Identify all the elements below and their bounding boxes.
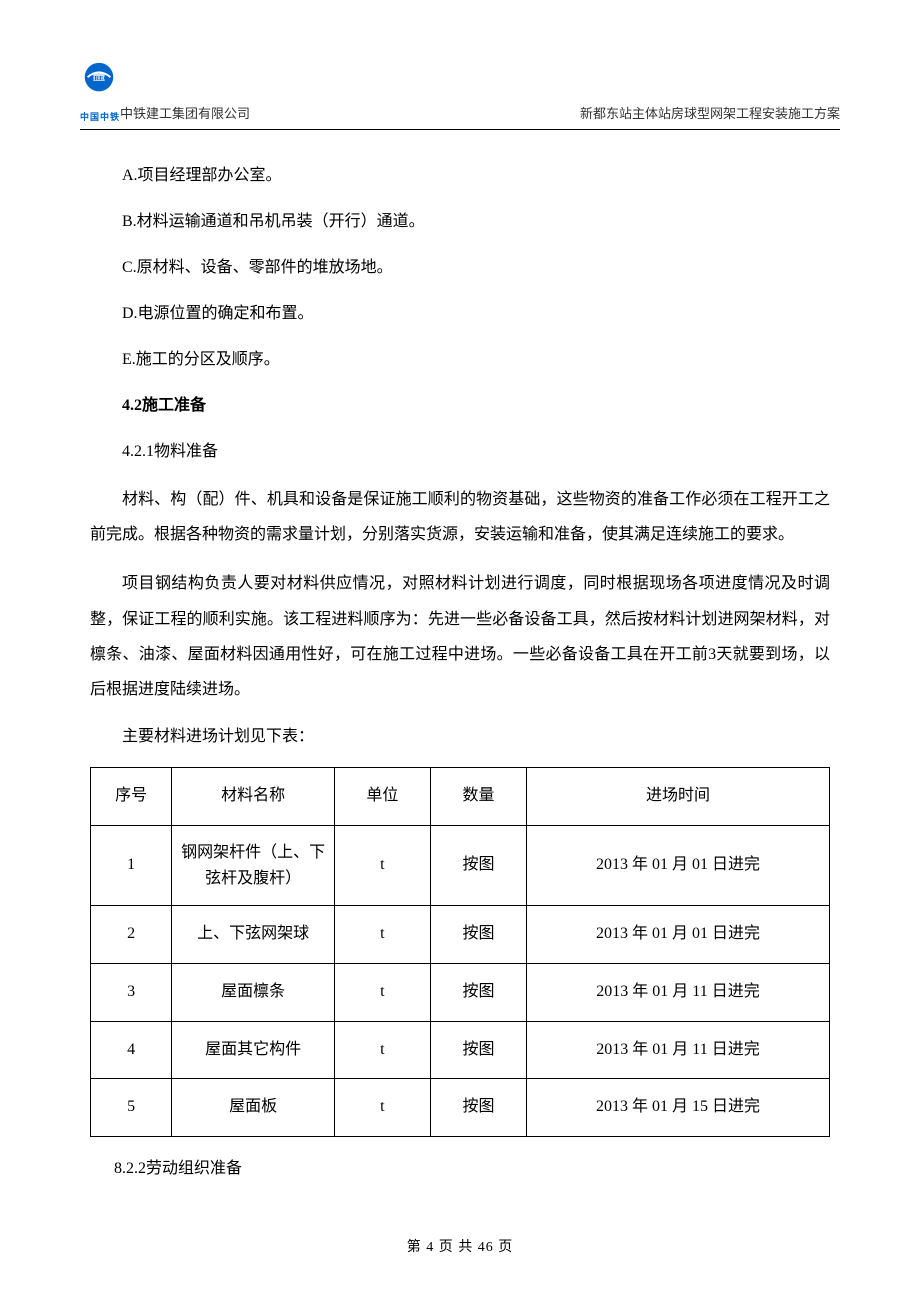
table-header: 单位 [334, 768, 430, 826]
after-table-text: 8.2.2劳动组织准备 [90, 1153, 830, 1185]
company-name-rest: 中铁建工集团有限公司 [120, 106, 250, 121]
table-cell: 3 [91, 963, 172, 1021]
list-item-a: A.项目经理部办公室。 [90, 160, 830, 192]
table-cell: 5 [91, 1079, 172, 1137]
footer-middle: 页 共 [434, 1240, 478, 1255]
list-item-b: B.材料运输通道和吊机吊装（开行）通道。 [90, 206, 830, 238]
company-logo-icon: CREC [80, 60, 118, 98]
table-header: 数量 [430, 768, 526, 826]
footer-suffix: 页 [494, 1240, 514, 1255]
paragraph-2: 项目钢结构负责人要对材料供应情况，对照材料计划进行调度，同时根据现场各项进度情况… [90, 566, 830, 707]
list-item-d: D.电源位置的确定和布置。 [90, 298, 830, 330]
footer-prefix: 第 [407, 1240, 427, 1255]
table-cell: 钢网架杆件（上、下弦杆及腹杆） [172, 825, 335, 905]
logo-text: 中国中铁 [80, 109, 120, 125]
table-cell: 2013 年 01 月 01 日进完 [526, 825, 829, 905]
footer-total: 46 [478, 1240, 494, 1255]
table-header: 序号 [91, 768, 172, 826]
table-cell: 2013 年 01 月 11 日进完 [526, 963, 829, 1021]
table-row: 1 钢网架杆件（上、下弦杆及腹杆） t 按图 2013 年 01 月 01 日进… [91, 825, 830, 905]
table-caption: 主要材料进场计划见下表： [90, 721, 830, 753]
table-cell: t [334, 1021, 430, 1079]
svg-text:CREC: CREC [90, 75, 109, 82]
materials-table: 序号 材料名称 单位 数量 进场时间 1 钢网架杆件（上、下弦杆及腹杆） t 按… [90, 767, 830, 1137]
table-row: 4 屋面其它构件 t 按图 2013 年 01 月 11 日进完 [91, 1021, 830, 1079]
section-title: 4.2施工准备 [90, 390, 830, 422]
table-cell: 1 [91, 825, 172, 905]
table-cell: 屋面其它构件 [172, 1021, 335, 1079]
table-cell: t [334, 963, 430, 1021]
table-cell: 按图 [430, 1021, 526, 1079]
table-cell: 按图 [430, 1079, 526, 1137]
table-cell: 按图 [430, 963, 526, 1021]
table-cell: t [334, 825, 430, 905]
subsection-title: 4.2.1物料准备 [90, 436, 830, 468]
list-item-c: C.原材料、设备、零部件的堆放场地。 [90, 252, 830, 284]
table-row: 2 上、下弦网架球 t 按图 2013 年 01 月 01 日进完 [91, 906, 830, 964]
table-cell: 2013 年 01 月 11 日进完 [526, 1021, 829, 1079]
table-row: 3 屋面檩条 t 按图 2013 年 01 月 11 日进完 [91, 963, 830, 1021]
table-cell: 2013 年 01 月 01 日进完 [526, 906, 829, 964]
table-cell: 上、下弦网架球 [172, 906, 335, 964]
table-cell: 屋面檩条 [172, 963, 335, 1021]
page-footer: 第 4 页 共 46 页 [80, 1235, 840, 1260]
paragraph-1: 材料、构（配）件、机具和设备是保证施工顺利的物资基础，这些物资的准备工作必须在工… [90, 482, 830, 552]
table-header-row: 序号 材料名称 单位 数量 进场时间 [91, 768, 830, 826]
table-cell: 按图 [430, 825, 526, 905]
table-cell: t [334, 1079, 430, 1137]
table-cell: 2 [91, 906, 172, 964]
list-item-e: E.施工的分区及顺序。 [90, 344, 830, 376]
header-left: CREC 中国中铁 中铁建工集团有限公司 [80, 60, 250, 125]
table-row: 5 屋面板 t 按图 2013 年 01 月 15 日进完 [91, 1079, 830, 1137]
header-right: 新都东站主体站房球型网架工程安装施工方案 [580, 102, 840, 125]
table-cell: 按图 [430, 906, 526, 964]
logo-block: CREC 中国中铁 [80, 60, 120, 125]
table-cell: 4 [91, 1021, 172, 1079]
table-cell: t [334, 906, 430, 964]
table-cell: 屋面板 [172, 1079, 335, 1137]
table-header: 材料名称 [172, 768, 335, 826]
table-cell: 2013 年 01 月 15 日进完 [526, 1079, 829, 1137]
page-header: CREC 中国中铁 中铁建工集团有限公司 新都东站主体站房球型网架工程安装施工方… [80, 60, 840, 130]
document-content: A.项目经理部办公室。 B.材料运输通道和吊机吊装（开行）通道。 C.原材料、设… [80, 160, 840, 1185]
company-name: 中铁建工集团有限公司 [120, 102, 250, 125]
table-header: 进场时间 [526, 768, 829, 826]
